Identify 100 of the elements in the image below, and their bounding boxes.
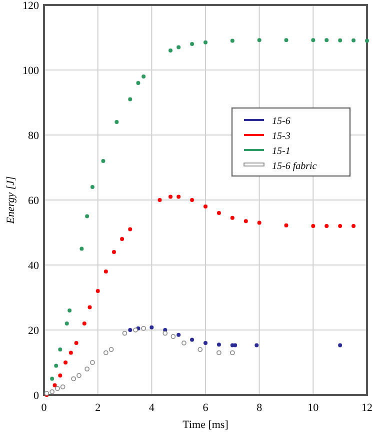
point xyxy=(176,45,181,50)
point xyxy=(257,38,262,42)
point xyxy=(133,328,138,332)
point xyxy=(114,120,119,124)
point xyxy=(158,198,162,202)
y-tick-label: 80 xyxy=(28,130,40,142)
point xyxy=(50,376,54,381)
point xyxy=(74,341,78,345)
legend-label: 15-6 xyxy=(272,116,290,127)
point xyxy=(182,340,186,346)
point xyxy=(338,38,342,42)
point xyxy=(311,38,316,42)
point xyxy=(68,308,72,312)
point xyxy=(190,198,194,202)
point xyxy=(71,376,76,382)
point xyxy=(44,390,50,396)
point xyxy=(76,373,82,378)
point xyxy=(55,386,60,391)
point xyxy=(168,48,173,52)
point xyxy=(64,322,69,326)
point xyxy=(64,360,68,364)
point xyxy=(216,342,221,347)
y-tick-label: 60 xyxy=(28,195,40,207)
point xyxy=(338,343,342,348)
point xyxy=(85,214,90,218)
point xyxy=(176,194,181,199)
point xyxy=(216,350,222,356)
point xyxy=(216,211,221,215)
x-tick-label: 4 xyxy=(148,402,155,414)
point xyxy=(324,38,329,42)
point xyxy=(190,42,194,46)
point xyxy=(233,343,238,348)
point xyxy=(128,328,132,332)
point xyxy=(230,350,235,356)
point xyxy=(128,97,132,102)
point xyxy=(257,220,262,225)
point xyxy=(108,347,114,352)
point xyxy=(54,364,58,368)
point xyxy=(204,40,208,44)
point xyxy=(58,374,62,378)
x-tick-label: 0 xyxy=(41,402,48,414)
point xyxy=(352,38,356,42)
y-tick-label: 120 xyxy=(22,0,40,12)
point xyxy=(104,350,108,356)
point xyxy=(122,330,128,336)
point xyxy=(136,81,140,85)
point xyxy=(112,250,116,254)
point xyxy=(163,328,168,332)
point xyxy=(142,74,146,78)
legend-label: 15-6 fabric xyxy=(272,161,318,172)
x-tick-label: 10 xyxy=(308,402,320,414)
y-tick-label: 100 xyxy=(22,65,40,77)
x-axis-title: Time [ms] xyxy=(182,419,228,431)
point xyxy=(324,224,329,228)
point xyxy=(82,322,86,326)
point xyxy=(176,332,181,337)
legend-label: 15-3 xyxy=(272,131,290,142)
y-tick-label: 20 xyxy=(28,325,40,337)
point xyxy=(120,237,124,241)
point xyxy=(90,185,94,189)
point xyxy=(338,224,342,228)
point xyxy=(204,204,208,208)
point xyxy=(230,216,234,220)
point xyxy=(104,270,108,274)
point xyxy=(168,194,173,199)
point xyxy=(162,330,168,336)
point xyxy=(150,325,154,330)
x-tick-label: 2 xyxy=(95,402,101,414)
point xyxy=(101,159,106,163)
legend-label: 15-1 xyxy=(272,146,290,157)
point xyxy=(52,383,57,388)
point xyxy=(204,341,208,345)
x-tick-label: 8 xyxy=(256,402,263,414)
x-tick-label: 12 xyxy=(362,402,372,414)
point xyxy=(190,338,194,342)
point xyxy=(68,350,73,355)
point xyxy=(170,334,176,339)
point xyxy=(88,305,92,310)
point xyxy=(311,224,316,228)
point xyxy=(96,289,100,293)
point xyxy=(58,348,62,352)
y-axis-title: Energy [J] xyxy=(5,176,17,225)
point xyxy=(141,326,146,331)
y-tick-label: 40 xyxy=(28,260,40,272)
point xyxy=(244,219,248,224)
point xyxy=(60,384,66,390)
point xyxy=(50,389,54,394)
point xyxy=(284,223,288,228)
point xyxy=(84,366,90,372)
point xyxy=(80,246,84,251)
point xyxy=(284,38,288,42)
point xyxy=(352,224,356,228)
y-tick-label: 0 xyxy=(34,390,40,402)
point xyxy=(128,227,132,232)
point xyxy=(230,38,234,43)
point xyxy=(90,360,95,365)
point xyxy=(198,347,203,352)
point xyxy=(365,38,369,43)
x-tick-label: 6 xyxy=(202,402,209,414)
point xyxy=(254,343,259,348)
